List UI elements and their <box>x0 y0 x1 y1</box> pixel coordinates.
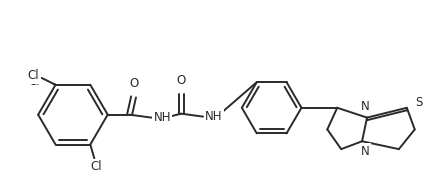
Text: O: O <box>129 77 138 90</box>
Text: NH: NH <box>205 110 223 123</box>
Text: N: N <box>361 100 369 113</box>
Text: O: O <box>177 74 186 87</box>
Text: N: N <box>361 145 369 158</box>
Text: Cl: Cl <box>90 160 102 173</box>
Text: Cl: Cl <box>28 69 40 83</box>
Text: NH: NH <box>153 111 171 124</box>
Text: Cl: Cl <box>28 75 40 88</box>
Text: S: S <box>415 96 422 109</box>
